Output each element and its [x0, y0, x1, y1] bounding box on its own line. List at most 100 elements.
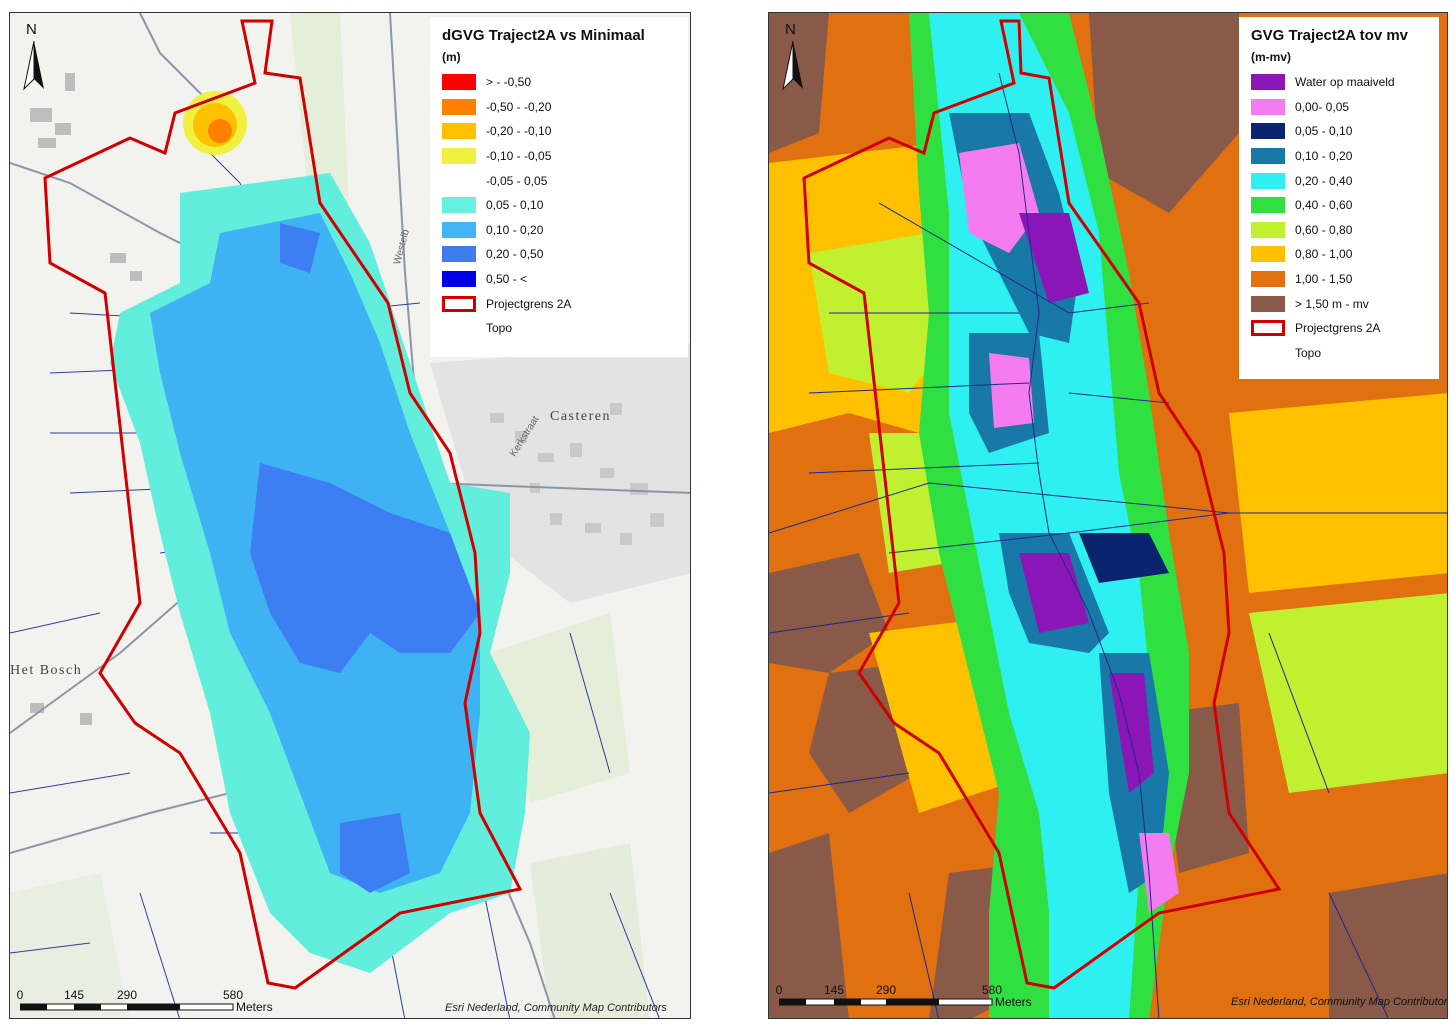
legend-label: 0,50 - <	[486, 272, 528, 287]
legend-label: -0,05 - 0,05	[486, 173, 548, 188]
legend-item: > 1,50 m - mv	[1251, 291, 1429, 316]
scalebar-graphic	[779, 998, 993, 1006]
scale-tick-label: 580	[222, 988, 244, 1002]
legend-label: Topo	[1295, 345, 1322, 360]
gvg-zone-gt-1-50	[1329, 873, 1447, 1018]
legend-swatch	[1251, 172, 1285, 189]
legend-swatch	[1251, 345, 1285, 361]
legend-swatch	[442, 221, 476, 238]
legend-swatch	[442, 173, 476, 189]
legend-item: Water op maaiveld	[1251, 70, 1429, 95]
casteren-buildings	[490, 403, 664, 545]
legend-item: 0,10 - 0,20	[1251, 144, 1429, 169]
legend-swatch	[442, 320, 476, 336]
legend-label: 0,10 - 0,20	[486, 222, 544, 237]
north-label: N	[785, 21, 796, 38]
legend-label: 0,05 - 0,10	[486, 198, 544, 213]
legend-swatch	[442, 74, 476, 91]
legend-item: Topo	[1251, 341, 1429, 366]
legend-items: Water op maaiveld 0,00- 0,05 0,05 - 0,10 0,…	[1251, 70, 1429, 365]
dgvg-zone-negative-core	[208, 119, 232, 143]
legend-swatch	[442, 123, 476, 140]
legend-swatch	[1251, 246, 1285, 263]
dgvg-zone-0-20-0-50	[280, 223, 320, 273]
legend-label: 0,40 - 0,60	[1295, 198, 1353, 213]
north-label: N	[26, 21, 37, 38]
legend-items: > - -0,50 -0,50 - -0,20 -0,20 - -0,10 -0,10…	[442, 70, 678, 341]
legend-swatch	[442, 197, 476, 214]
scale-tick-label: 580	[981, 983, 1003, 997]
gvg-zone-0-60-0-80	[1249, 593, 1447, 793]
legend-label: -0,20 - -0,10	[486, 124, 552, 139]
gvg-zone-0-00-0-05	[989, 353, 1034, 428]
legend-label: 0,60 - 0,80	[1295, 222, 1353, 237]
topo-green-field	[290, 13, 350, 233]
scale-unit-label: Meters	[995, 995, 1032, 1009]
map-credit: Esri Nederland, Community Map Contributo…	[445, 1002, 667, 1014]
legend-item: 0,05 - 0,10	[442, 193, 678, 218]
gvg-zone-0-00-0-05	[1139, 833, 1179, 913]
legend-item: 0,20 - 0,40	[1251, 168, 1429, 193]
legend-label: 0,20 - 0,40	[1295, 173, 1353, 188]
left-scalebar: 0 145 290 580 Meters	[16, 988, 273, 1018]
legend-label: > - -0,50	[486, 75, 532, 90]
north-arrow-icon	[23, 41, 44, 91]
right-map-panel[interactable]: N GVG Traject2A tov mv (m-mv) Water op m…	[768, 12, 1448, 1019]
legend-unit: (m-mv)	[1251, 50, 1292, 64]
gvg-zone-water-op-maaiveld	[1109, 673, 1154, 793]
legend-item: -0,20 - -0,10	[442, 119, 678, 144]
gvg-zone-gt-1-50	[769, 553, 889, 673]
left-map-panel[interactable]: N Casteren Het Bosch Kerkstraat Westelb …	[9, 12, 691, 1019]
dgvg-zone-0-20-0-50	[340, 813, 410, 893]
topo-water-lines	[769, 72, 1447, 1018]
legend-label: 0,20 - 0,50	[486, 247, 544, 262]
map-credit: Esri Nederland, Community Map Contributo…	[1231, 996, 1448, 1008]
legend-swatch	[1251, 148, 1285, 165]
scale-tick-label: 290	[116, 988, 138, 1002]
legend-label: -0,50 - -0,20	[486, 99, 552, 114]
legend-label: 0,05 - 0,10	[1295, 124, 1353, 139]
gvg-zone-0-00-0-05	[959, 143, 1039, 253]
legend-item: 0,05 - 0,10	[1251, 119, 1429, 144]
gvg-zone-water-op-maaiveld	[1019, 553, 1089, 633]
right-map-canvas[interactable]	[769, 13, 1448, 1019]
legend-item: -0,50 - -0,20	[442, 95, 678, 120]
legend-item: -0,10 - -0,05	[442, 144, 678, 169]
place-label-het-bosch: Het Bosch	[10, 663, 83, 678]
legend-item: 0,40 - 0,60	[1251, 193, 1429, 218]
gvg-zone-0-80-1-00	[1229, 393, 1447, 593]
legend-title: dGVG Traject2A vs Minimaal	[442, 27, 645, 44]
legend-label: 0,80 - 1,00	[1295, 247, 1353, 262]
legend-label: 0,10 - 0,20	[1295, 149, 1353, 164]
scale-tick-label: 290	[875, 983, 897, 997]
scale-tick-label: 145	[823, 983, 845, 997]
legend-item: 0,50 - <	[442, 267, 678, 292]
legend-item: -0,05 - 0,05	[442, 168, 678, 193]
dgvg-zone-0-20-0-50	[250, 463, 480, 673]
legend-swatch	[1251, 221, 1285, 238]
legend-item: Topo	[442, 316, 678, 341]
legend-item: 1,00 - 1,50	[1251, 267, 1429, 292]
legend-title: GVG Traject2A tov mv	[1251, 27, 1409, 44]
legend-swatch	[1251, 197, 1285, 214]
legend-label: 0,00- 0,05	[1295, 99, 1350, 114]
right-scalebar: 0 145 290 580 Meters	[776, 983, 1032, 1013]
projectgrens-2a-outline	[43, 19, 523, 990]
right-legend: GVG Traject2A tov mv (m-mv) Water op maa…	[1239, 17, 1439, 379]
legend-swatch	[442, 295, 476, 312]
legend-swatch	[1251, 123, 1285, 140]
gvg-zone-gt-1-50	[769, 833, 849, 1018]
scalebar-graphic	[20, 1003, 234, 1011]
legend-label: 1,00 - 1,50	[1295, 272, 1353, 287]
legend-swatch	[1251, 74, 1285, 91]
legend-swatch	[1251, 271, 1285, 288]
scale-tick-label: 0	[16, 988, 24, 1002]
legend-label: Projectgrens 2A	[486, 296, 572, 311]
legend-item: > - -0,50	[442, 70, 678, 95]
gvg-zone-water-op-maaiveld	[1019, 213, 1089, 303]
legend-swatch	[1251, 98, 1285, 115]
place-label-casteren: Casteren	[550, 409, 611, 424]
topo-green-field	[530, 843, 650, 1018]
topo-buildings	[30, 73, 142, 725]
legend-item: 0,00- 0,05	[1251, 95, 1429, 120]
